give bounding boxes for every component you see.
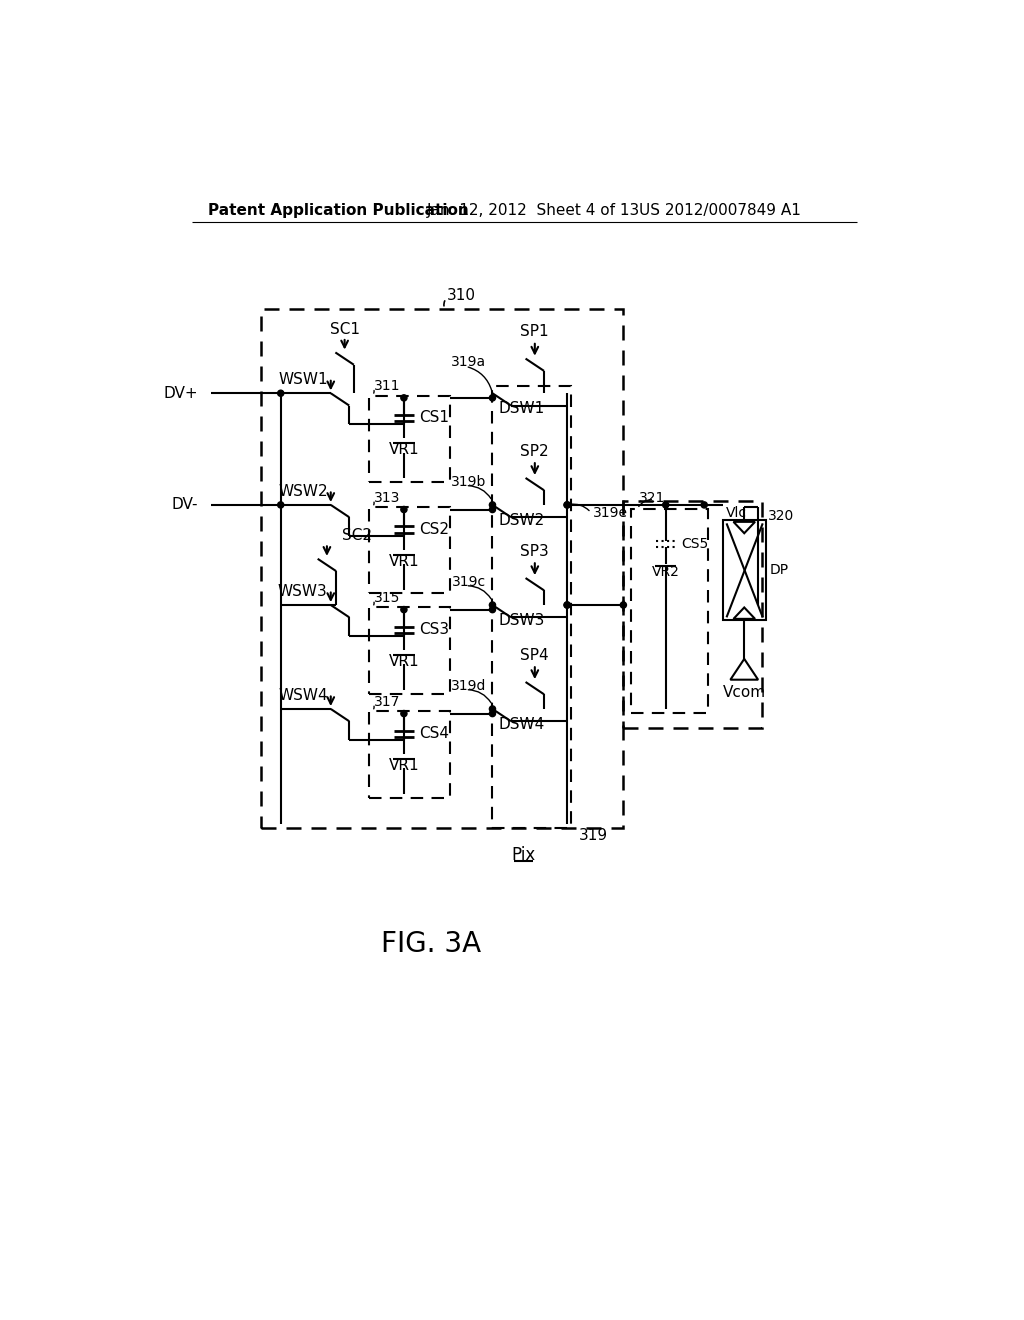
Circle shape (400, 710, 407, 717)
Text: 319d: 319d (451, 678, 486, 693)
Text: Vcom: Vcom (723, 685, 766, 700)
Circle shape (701, 502, 708, 508)
Text: WSW4: WSW4 (279, 688, 328, 702)
Text: SP3: SP3 (520, 544, 549, 558)
Bar (631, 508, 708, 713)
Text: Patent Application Publication: Patent Application Publication (208, 203, 468, 218)
Text: SC2: SC2 (342, 528, 373, 544)
Text: Jan. 12, 2012  Sheet 4 of 13: Jan. 12, 2012 Sheet 4 of 13 (427, 203, 640, 218)
Circle shape (400, 507, 407, 512)
Text: 311: 311 (374, 379, 400, 393)
Text: 319e: 319e (593, 506, 628, 520)
Text: 319: 319 (579, 829, 608, 843)
Text: DP: DP (770, 564, 788, 577)
Text: 320: 320 (768, 510, 795, 524)
Circle shape (489, 607, 496, 612)
Text: FIG. 3A: FIG. 3A (381, 929, 481, 958)
Text: WSW2: WSW2 (279, 483, 328, 499)
Text: 313: 313 (374, 491, 400, 506)
Text: SP2: SP2 (520, 444, 549, 458)
Text: VR2: VR2 (651, 565, 680, 579)
Circle shape (564, 602, 570, 609)
Text: 310: 310 (447, 288, 476, 304)
Text: 319a: 319a (452, 355, 486, 370)
Bar (493, 385, 571, 829)
Text: CS4: CS4 (419, 726, 450, 741)
Text: 319c: 319c (453, 576, 486, 589)
Bar (624, 502, 762, 729)
Circle shape (489, 395, 496, 401)
Text: WSW3: WSW3 (278, 583, 328, 599)
Circle shape (564, 602, 570, 609)
Text: VR1: VR1 (388, 553, 419, 569)
Circle shape (663, 502, 669, 508)
Text: CS5: CS5 (681, 537, 709, 552)
Text: 321: 321 (639, 491, 666, 506)
Circle shape (400, 395, 407, 401)
Text: SP4: SP4 (520, 648, 549, 663)
Circle shape (564, 502, 570, 508)
Text: US 2012/0007849 A1: US 2012/0007849 A1 (639, 203, 801, 218)
Text: DSW4: DSW4 (499, 717, 545, 731)
Text: DSW2: DSW2 (499, 512, 545, 528)
Text: DSW1: DSW1 (499, 401, 545, 416)
Circle shape (564, 502, 570, 508)
Circle shape (621, 602, 627, 609)
Text: WSW1: WSW1 (279, 372, 328, 387)
Text: VR1: VR1 (388, 653, 419, 669)
Text: VR1: VR1 (388, 442, 419, 457)
Circle shape (400, 607, 407, 612)
Bar (370, 711, 451, 797)
Circle shape (278, 391, 284, 396)
Text: CS2: CS2 (419, 521, 450, 537)
Text: SP1: SP1 (520, 325, 549, 339)
Text: CS3: CS3 (419, 622, 450, 638)
Bar (370, 396, 451, 482)
Circle shape (489, 602, 496, 609)
Circle shape (278, 502, 284, 508)
Bar (724, 520, 766, 620)
Bar (261, 309, 624, 829)
Text: Pix: Pix (511, 846, 536, 865)
Circle shape (489, 507, 496, 512)
Text: CS1: CS1 (419, 411, 450, 425)
Circle shape (489, 710, 496, 717)
Text: SC1: SC1 (330, 322, 359, 337)
Bar (370, 607, 451, 693)
Text: 317: 317 (374, 696, 400, 709)
Text: DV-: DV- (172, 498, 199, 512)
Text: Vlc: Vlc (726, 506, 746, 520)
Text: 319b: 319b (451, 475, 486, 488)
Text: DSW3: DSW3 (499, 612, 545, 628)
Text: DV+: DV+ (164, 385, 199, 401)
Text: 315: 315 (374, 591, 400, 605)
Circle shape (489, 502, 496, 508)
Bar (370, 507, 451, 594)
Text: VR1: VR1 (388, 758, 419, 772)
Circle shape (489, 706, 496, 711)
